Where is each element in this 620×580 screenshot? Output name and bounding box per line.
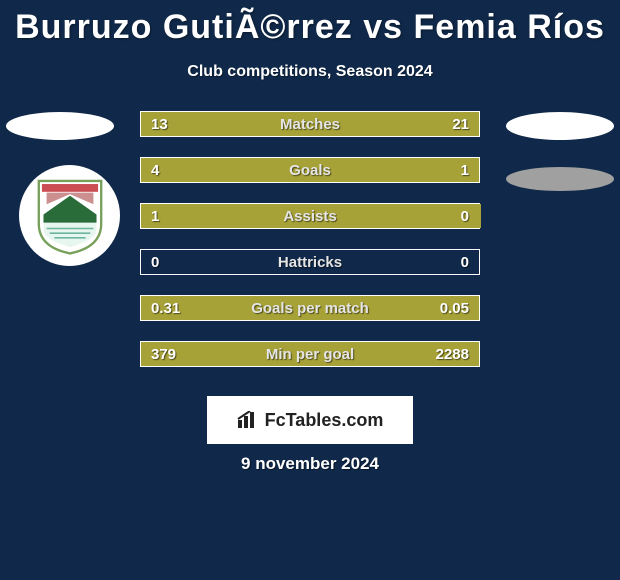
stat-value-right: 0.05 (440, 300, 469, 317)
stat-value-right: 0 (461, 208, 469, 225)
stat-value-right: 0 (461, 254, 469, 271)
stat-value-left: 13 (151, 116, 168, 133)
stat-row: 0 Hattricks 0 (140, 249, 480, 275)
stat-row: 379 Min per goal 2288 (140, 341, 480, 367)
stat-rows: 13 Matches 21 4 Goals 1 1 Assists 0 0 Ha… (140, 111, 480, 387)
stat-label: Min per goal (266, 346, 354, 363)
club-badge (19, 165, 120, 266)
stat-row: 4 Goals 1 (140, 157, 480, 183)
stat-row: 13 Matches 21 (140, 111, 480, 137)
stat-value-left: 0.31 (151, 300, 180, 317)
stat-value-left: 1 (151, 208, 159, 225)
right-placeholder-ellipse-2 (506, 167, 614, 191)
stat-value-right: 2288 (436, 346, 469, 363)
shield-icon (31, 177, 109, 255)
bar-chart-icon (237, 411, 259, 429)
page-subtitle: Club competitions, Season 2024 (0, 63, 620, 81)
stat-value-left: 4 (151, 162, 159, 179)
page-title: Burruzo GutiÃ©rrez vs Femia Ríos (0, 0, 620, 47)
stat-label: Matches (280, 116, 340, 133)
stat-value-right: 1 (461, 162, 469, 179)
site-badge[interactable]: FcTables.com (207, 396, 413, 444)
stat-value-left: 0 (151, 254, 159, 271)
right-placeholder-ellipse-1 (506, 112, 614, 140)
comparison-panel: 13 Matches 21 4 Goals 1 1 Assists 0 0 Ha… (0, 111, 620, 391)
stat-row: 0.31 Goals per match 0.05 (140, 295, 480, 321)
stat-bar-left (141, 158, 413, 182)
stat-label: Goals (289, 162, 331, 179)
left-placeholder-ellipse-1 (6, 112, 114, 140)
stat-label: Hattricks (278, 254, 342, 271)
site-badge-text: FcTables.com (265, 410, 384, 431)
stat-row: 1 Assists 0 (140, 203, 480, 229)
stat-label: Assists (283, 208, 336, 225)
stat-value-right: 21 (452, 116, 469, 133)
footer-date: 9 november 2024 (241, 454, 379, 474)
stat-label: Goals per match (251, 300, 369, 317)
stat-value-left: 379 (151, 346, 176, 363)
